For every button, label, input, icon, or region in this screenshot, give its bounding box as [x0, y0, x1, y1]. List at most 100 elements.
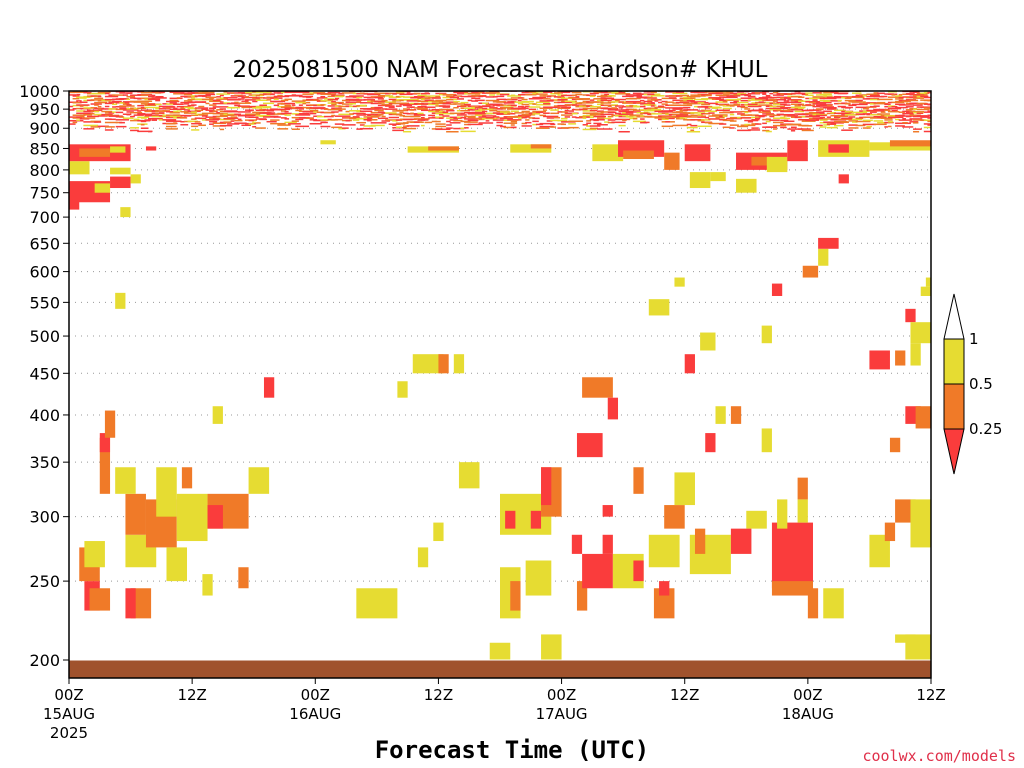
ri-cell: [722, 100, 728, 103]
ri-cell: [363, 116, 379, 118]
ri-cell: [219, 101, 224, 103]
ri-cell: [453, 106, 459, 109]
ri-cell: [385, 95, 394, 97]
ri-cell: [889, 437, 901, 453]
ri-cell: [780, 113, 795, 116]
ri-cell: [130, 174, 141, 184]
ri-cell: [564, 109, 569, 112]
ri-cell: [866, 109, 880, 112]
ri-cell: [532, 103, 538, 105]
ri-cell: [94, 110, 100, 113]
ri-cell: [482, 107, 488, 110]
ri-cell: [237, 102, 252, 104]
ri-cell: [273, 116, 281, 118]
ri-cell: [802, 265, 819, 278]
ri-cell: [417, 108, 428, 111]
ri-cell: [295, 101, 306, 104]
ri-cell: [234, 117, 239, 119]
ri-cell: [862, 123, 877, 126]
ri-cell: [654, 117, 667, 119]
ri-cell: [478, 113, 492, 115]
ri-cell: [420, 98, 425, 101]
ri-cell: [180, 111, 189, 113]
ri-cell: [464, 121, 478, 123]
ri-cell: [133, 111, 143, 114]
ri-cell: [417, 547, 429, 568]
ri-cell: [557, 98, 568, 101]
ri-cell: [212, 406, 223, 424]
ri-cell: [252, 126, 257, 128]
ri-cell: [808, 114, 817, 117]
ri-cell: [356, 101, 362, 103]
ri-cell: [744, 119, 759, 122]
ri-cell: [532, 123, 538, 126]
ri-cell: [844, 111, 853, 113]
ri-cell: [126, 113, 131, 116]
ri-cell: [219, 97, 227, 99]
ri-cell: [298, 112, 310, 115]
ri-cell: [866, 125, 872, 128]
chart-title: 2025081500 NAM Forecast Richardson# KHUL: [233, 57, 768, 83]
ri-cell: [510, 144, 552, 153]
ri-cell: [507, 112, 513, 115]
ri-cell: [410, 112, 414, 115]
ri-cell: [126, 95, 136, 98]
ri-cell: [575, 96, 580, 98]
ri-cell: [596, 123, 608, 126]
ri-cell: [180, 92, 190, 95]
ri-cell: [816, 111, 825, 113]
ri-cell: [496, 124, 503, 127]
ri-cell: [561, 111, 568, 113]
ri-cell: [884, 115, 900, 117]
ri-cell: [866, 95, 876, 98]
ri-cell: [90, 110, 95, 113]
ri-cell: [456, 116, 463, 119]
ri-cell: [201, 101, 207, 103]
ri-cell: [234, 113, 242, 116]
ri-cell: [582, 117, 587, 119]
ri-cell: [668, 109, 676, 112]
ri-cell: [884, 103, 891, 106]
ri-cell: [755, 123, 762, 125]
ri-cell: [826, 104, 833, 107]
ri-cell: [708, 102, 718, 105]
ri-cell: [902, 100, 911, 102]
ri-cell: [715, 92, 720, 94]
y-tick-label: 950: [29, 100, 60, 119]
ri-cell: [561, 123, 566, 126]
ri-cell: [787, 101, 802, 104]
ri-cell: [262, 116, 276, 118]
ri-cell: [790, 95, 802, 98]
ri-cell: [528, 98, 543, 100]
ri-cell: [571, 91, 582, 94]
ri-cell: [546, 95, 552, 98]
ri-cell: [643, 110, 649, 112]
ri-cell: [593, 115, 607, 118]
ri-cell: [413, 121, 420, 123]
ri-cell: [744, 94, 752, 97]
ri-cell: [341, 103, 353, 105]
ri-cell: [309, 122, 322, 125]
ri-cell: [183, 103, 190, 105]
ri-cell: [94, 101, 108, 104]
ri-cell: [618, 101, 624, 103]
ri-cell: [855, 99, 863, 102]
richardson-cells: [69, 91, 931, 660]
ri-cell: [341, 99, 350, 102]
ri-cell: [579, 98, 590, 100]
ri-cell: [363, 125, 376, 127]
ri-cell: [367, 108, 382, 110]
ri-cell: [586, 125, 591, 127]
ri-cell: [927, 108, 931, 110]
ri-cell: [632, 95, 643, 97]
ri-cell: [535, 111, 544, 114]
ri-cell: [550, 92, 560, 95]
ri-cell: [887, 110, 898, 113]
ri-cell: [151, 115, 167, 118]
ri-cell: [112, 100, 122, 103]
ri-cell: [338, 92, 344, 95]
ri-cell: [686, 130, 701, 133]
ri-cell: [90, 92, 107, 95]
ri-cell: [668, 104, 674, 106]
y-tick-label: 1000: [19, 82, 60, 101]
